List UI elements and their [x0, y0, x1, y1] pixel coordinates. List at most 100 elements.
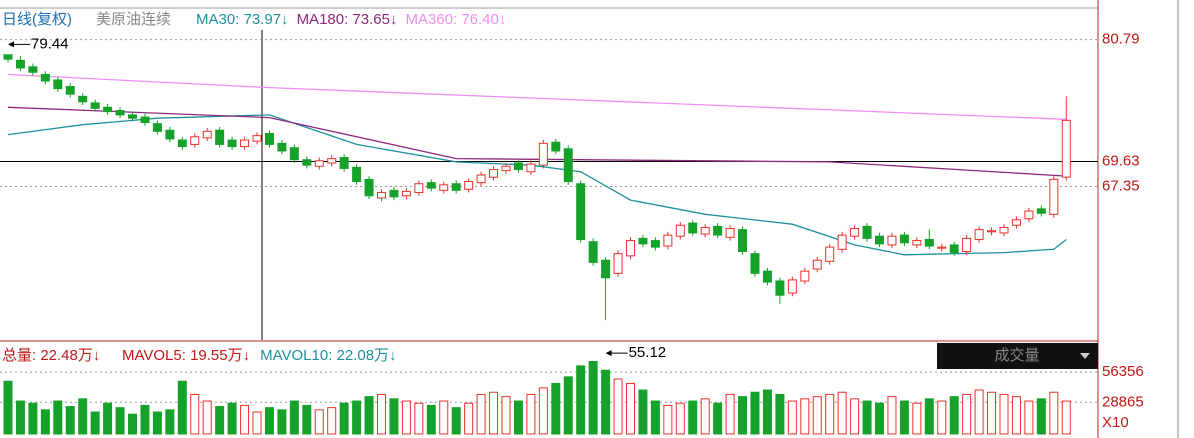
candle-body [489, 169, 499, 178]
volume-bar [787, 400, 797, 435]
candle-body [663, 234, 673, 247]
annotation: 55.12 [629, 344, 667, 361]
candle-body [364, 178, 374, 197]
candle-body [962, 237, 972, 252]
volume-selector-label[interactable]: 成交量 [994, 346, 1039, 364]
volume-bar [40, 409, 50, 435]
candle-body [439, 184, 449, 191]
volume-bar [439, 400, 449, 435]
candle-body [28, 66, 38, 73]
volume-bar [202, 400, 212, 435]
volume-bar [924, 398, 934, 435]
candle-body [389, 189, 399, 198]
candle-body [202, 130, 212, 139]
candle-body [165, 129, 175, 140]
candle-body [725, 228, 735, 238]
candle-body [650, 240, 660, 248]
volume-bar [513, 400, 523, 435]
candle-body [924, 238, 934, 247]
volume-bar [377, 393, 386, 435]
candle-body [1024, 210, 1034, 220]
candle-body [177, 139, 187, 148]
candle-body [1061, 119, 1071, 178]
candle-body [862, 225, 872, 239]
candle-body [899, 234, 909, 244]
candle-body [551, 141, 561, 152]
volume-bar [650, 400, 660, 435]
volume-bar [613, 378, 623, 435]
volume-bar [451, 407, 461, 435]
candle-body [15, 59, 25, 69]
volume-bar [1061, 400, 1071, 435]
volume-bar [875, 402, 884, 435]
legend-entry: MA360: 76.40↓ [405, 11, 506, 28]
volume-bar [899, 400, 909, 435]
candle-body [675, 224, 685, 237]
volume-bar [489, 391, 499, 435]
volume-bar [738, 396, 748, 435]
volume-selector[interactable] [937, 343, 1098, 369]
volume-bar [115, 407, 125, 435]
legend-entry: MAVOL5: 19.55万↓ [122, 347, 250, 364]
candle-body [750, 253, 760, 274]
candle-body [775, 280, 785, 296]
y-tick-label: 80.79 [1102, 31, 1140, 48]
candle-body [128, 114, 137, 119]
candle-body [875, 235, 884, 245]
volume-bar [314, 409, 324, 435]
candle-body [538, 142, 548, 166]
volume-bar [15, 400, 25, 435]
candle-body [812, 259, 822, 270]
volume-bar [277, 409, 287, 435]
candle-body [762, 270, 772, 283]
volume-bar [837, 391, 847, 435]
volume-bar [750, 391, 760, 435]
volume-bar [675, 402, 685, 435]
candle-body [302, 159, 312, 166]
candle-body [501, 165, 511, 172]
title: 日线(复权) [2, 10, 72, 28]
volume-bar [1049, 391, 1059, 435]
volume-bar [476, 393, 486, 435]
volume-bar [177, 380, 187, 435]
candle-body [800, 270, 810, 282]
candle-body [78, 95, 88, 103]
candle-body [987, 230, 997, 233]
volume-bar [264, 407, 274, 435]
volume-bar [663, 404, 673, 435]
candle-body [464, 181, 474, 190]
candle-body [414, 183, 424, 193]
candle-body [277, 142, 287, 152]
candle-body [65, 85, 75, 95]
candle-body [974, 229, 984, 240]
candle-body [825, 246, 835, 262]
volume-bar [962, 393, 972, 435]
candle-body [103, 106, 113, 113]
volume-bar [688, 400, 698, 435]
candle-body [339, 157, 349, 169]
candle-body [887, 235, 897, 246]
candle-body [563, 148, 573, 183]
legend-entry: MA180: 73.65↓ [297, 11, 398, 28]
candle-body [327, 158, 337, 164]
volume-bar [762, 389, 772, 435]
candle-body [215, 129, 225, 145]
candle-body [513, 162, 523, 171]
candle-body [588, 241, 598, 263]
unit-label: X10 [1102, 414, 1129, 431]
volume-bar [364, 396, 374, 435]
volume-bar [389, 398, 399, 435]
volume-bar [1024, 400, 1034, 435]
volume-bar [526, 393, 536, 435]
volume-bar [949, 396, 959, 435]
candle-body [152, 123, 162, 132]
volume-bar [90, 411, 100, 435]
volume-bar [140, 404, 150, 435]
candle-body [115, 110, 125, 116]
volume-bar [302, 404, 312, 435]
candle-body [401, 190, 411, 197]
volume-bar [65, 406, 75, 435]
candle-body [240, 139, 250, 148]
volume-bar [464, 402, 474, 435]
price-legend: 日线(复权) 美原油连续 [2, 10, 171, 28]
